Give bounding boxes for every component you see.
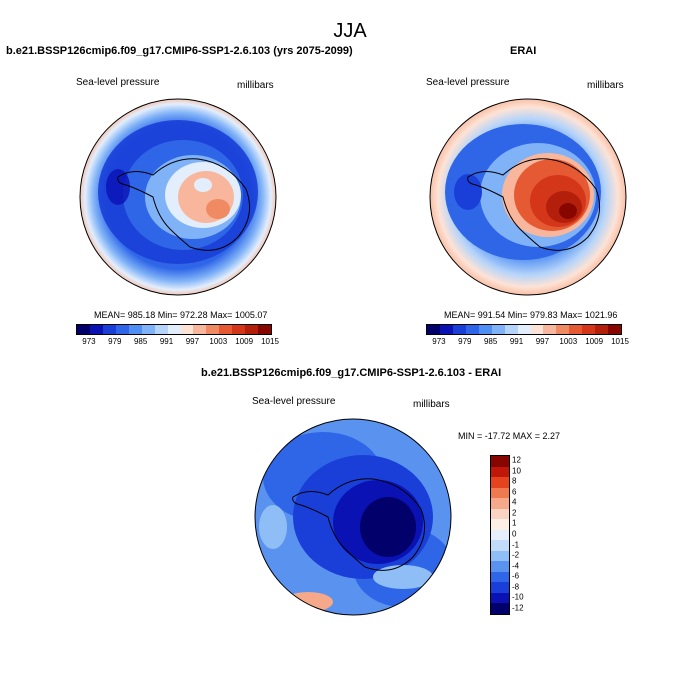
panel-3-stats: MIN = -17.72 MAX = 2.27: [458, 431, 561, 441]
colorbar-swatch: [595, 325, 609, 334]
panel-3-title: b.e21.BSSP126cmip6.f09_g17.CMIP6-SSP1-2.…: [201, 367, 502, 379]
colorbar-swatch: [491, 477, 509, 488]
colorbar-swatch: [128, 325, 142, 334]
panel-1-title: b.e21.BSSP126cmip6.f09_g17.CMIP6-SSP1-2.…: [6, 45, 353, 57]
colorbar-tick-label: 1009: [585, 337, 604, 346]
colorbar-swatch: [491, 529, 509, 541]
colorbar-tick-label: 985: [133, 337, 148, 346]
panel-2-stats: MEAN= 991.54 Min= 979.83 Max= 1021.96: [444, 310, 618, 320]
colorbar-tick-label: 1015: [261, 337, 279, 346]
season-title: JJA: [333, 20, 367, 42]
panel-2-map: [429, 98, 627, 296]
panel-2-units: millibars: [587, 80, 624, 91]
colorbar-tick-label: -8: [512, 582, 520, 592]
colorbar-tick-label: -10: [512, 592, 524, 602]
colorbar-tick-label: 979: [458, 337, 472, 346]
colorbar-swatch: [258, 325, 272, 334]
colorbar-swatch: [167, 325, 181, 334]
panel-2-title: ERAI: [510, 45, 537, 57]
panel-3-map: [254, 418, 452, 616]
colorbar-swatch: [491, 603, 509, 614]
colorbar-swatch: [89, 325, 103, 334]
colorbar-swatch: [517, 325, 531, 334]
panel-2-colorbar-ticks: 973 979 985 991 997 1003 1009 1015: [426, 337, 629, 347]
colorbar-tick-label: 4: [512, 497, 517, 507]
colorbar-swatch: [491, 325, 505, 334]
colorbar-swatch: [491, 466, 509, 478]
colorbar-swatch: [245, 325, 259, 334]
panel-3-units: millibars: [413, 399, 450, 410]
colorbar-swatch: [543, 325, 557, 334]
colorbar-swatch: [427, 325, 440, 334]
colorbar-swatch: [491, 561, 509, 572]
panel-1-units: millibars: [237, 80, 274, 91]
colorbar-swatch: [504, 325, 518, 334]
colorbar-tick-label: 2: [512, 508, 517, 518]
colorbar-tick-label: 1009: [235, 337, 254, 346]
colorbar-swatch: [491, 582, 509, 593]
colorbar-tick-label: 1003: [559, 337, 578, 346]
colorbar-tick-label: 997: [535, 337, 550, 346]
panel-1-map: [79, 98, 277, 296]
panel-1-variable: Sea-level pressure: [76, 77, 160, 88]
colorbar-tick-label: -4: [512, 561, 520, 571]
colorbar-swatch: [219, 325, 233, 334]
colorbar-tick-label: 8: [512, 476, 517, 486]
colorbar-swatch: [569, 325, 583, 334]
colorbar-swatch: [491, 550, 509, 562]
colorbar-swatch: [193, 325, 207, 334]
panel-3-variable: Sea-level pressure: [252, 396, 336, 407]
colorbar-tick-label: -12: [512, 603, 524, 613]
colorbar-swatch: [608, 325, 622, 334]
colorbar-swatch: [530, 325, 544, 334]
panel-1-stats: MEAN= 985.18 Min= 972.28 Max= 1005.07: [94, 310, 268, 320]
colorbar-tick-label: 979: [108, 337, 122, 346]
panel-1-colorbar-ticks: 973 979 985 991 997 1003 1009 1015: [76, 337, 279, 347]
colorbar-tick-label: 10: [512, 466, 521, 476]
colorbar-swatch: [491, 456, 509, 467]
colorbar-tick-label: 1003: [209, 337, 228, 346]
colorbar-swatch: [141, 325, 155, 334]
colorbar-tick-label: 0: [512, 529, 517, 539]
panel-2-variable: Sea-level pressure: [426, 77, 510, 88]
colorbar-tick-label: 997: [185, 337, 200, 346]
colorbar-tick-label: 985: [483, 337, 498, 346]
colorbar-swatch: [439, 325, 453, 334]
colorbar-swatch: [491, 487, 509, 499]
colorbar-swatch: [102, 325, 116, 334]
colorbar-tick-label: 991: [159, 337, 174, 346]
colorbar-swatch: [582, 325, 596, 334]
colorbar-swatch: [465, 325, 479, 334]
colorbar-swatch: [556, 325, 570, 334]
panel-3-colorbar: [490, 455, 510, 615]
colorbar-swatch: [491, 540, 509, 551]
colorbar-tick-label: 973: [432, 337, 446, 346]
colorbar-tick-label: 973: [82, 337, 96, 346]
colorbar-swatch: [154, 325, 168, 334]
colorbar-swatch: [491, 508, 509, 520]
colorbar-swatch: [452, 325, 466, 334]
panel-2-colorbar: [426, 324, 622, 335]
colorbar-swatch: [491, 592, 509, 604]
colorbar-swatch: [491, 519, 509, 530]
panel-1-colorbar: [76, 324, 272, 335]
colorbar-tick-label: 1015: [611, 337, 629, 346]
colorbar-tick-label: -1: [512, 540, 520, 550]
colorbar-tick-label: 6: [512, 487, 517, 497]
colorbar-tick-label: 1: [512, 518, 517, 528]
colorbar-swatch: [478, 325, 492, 334]
colorbar-swatch: [232, 325, 246, 334]
colorbar-tick-label: 991: [509, 337, 524, 346]
colorbar-swatch: [491, 571, 509, 583]
colorbar-swatch: [206, 325, 220, 334]
colorbar-tick-label: -6: [512, 571, 520, 581]
colorbar-swatch: [180, 325, 194, 334]
colorbar-swatch: [115, 325, 129, 334]
colorbar-tick-label: -2: [512, 550, 520, 560]
colorbar-swatch: [77, 325, 90, 334]
colorbar-swatch: [491, 498, 509, 509]
colorbar-tick-label: 12: [512, 455, 521, 465]
